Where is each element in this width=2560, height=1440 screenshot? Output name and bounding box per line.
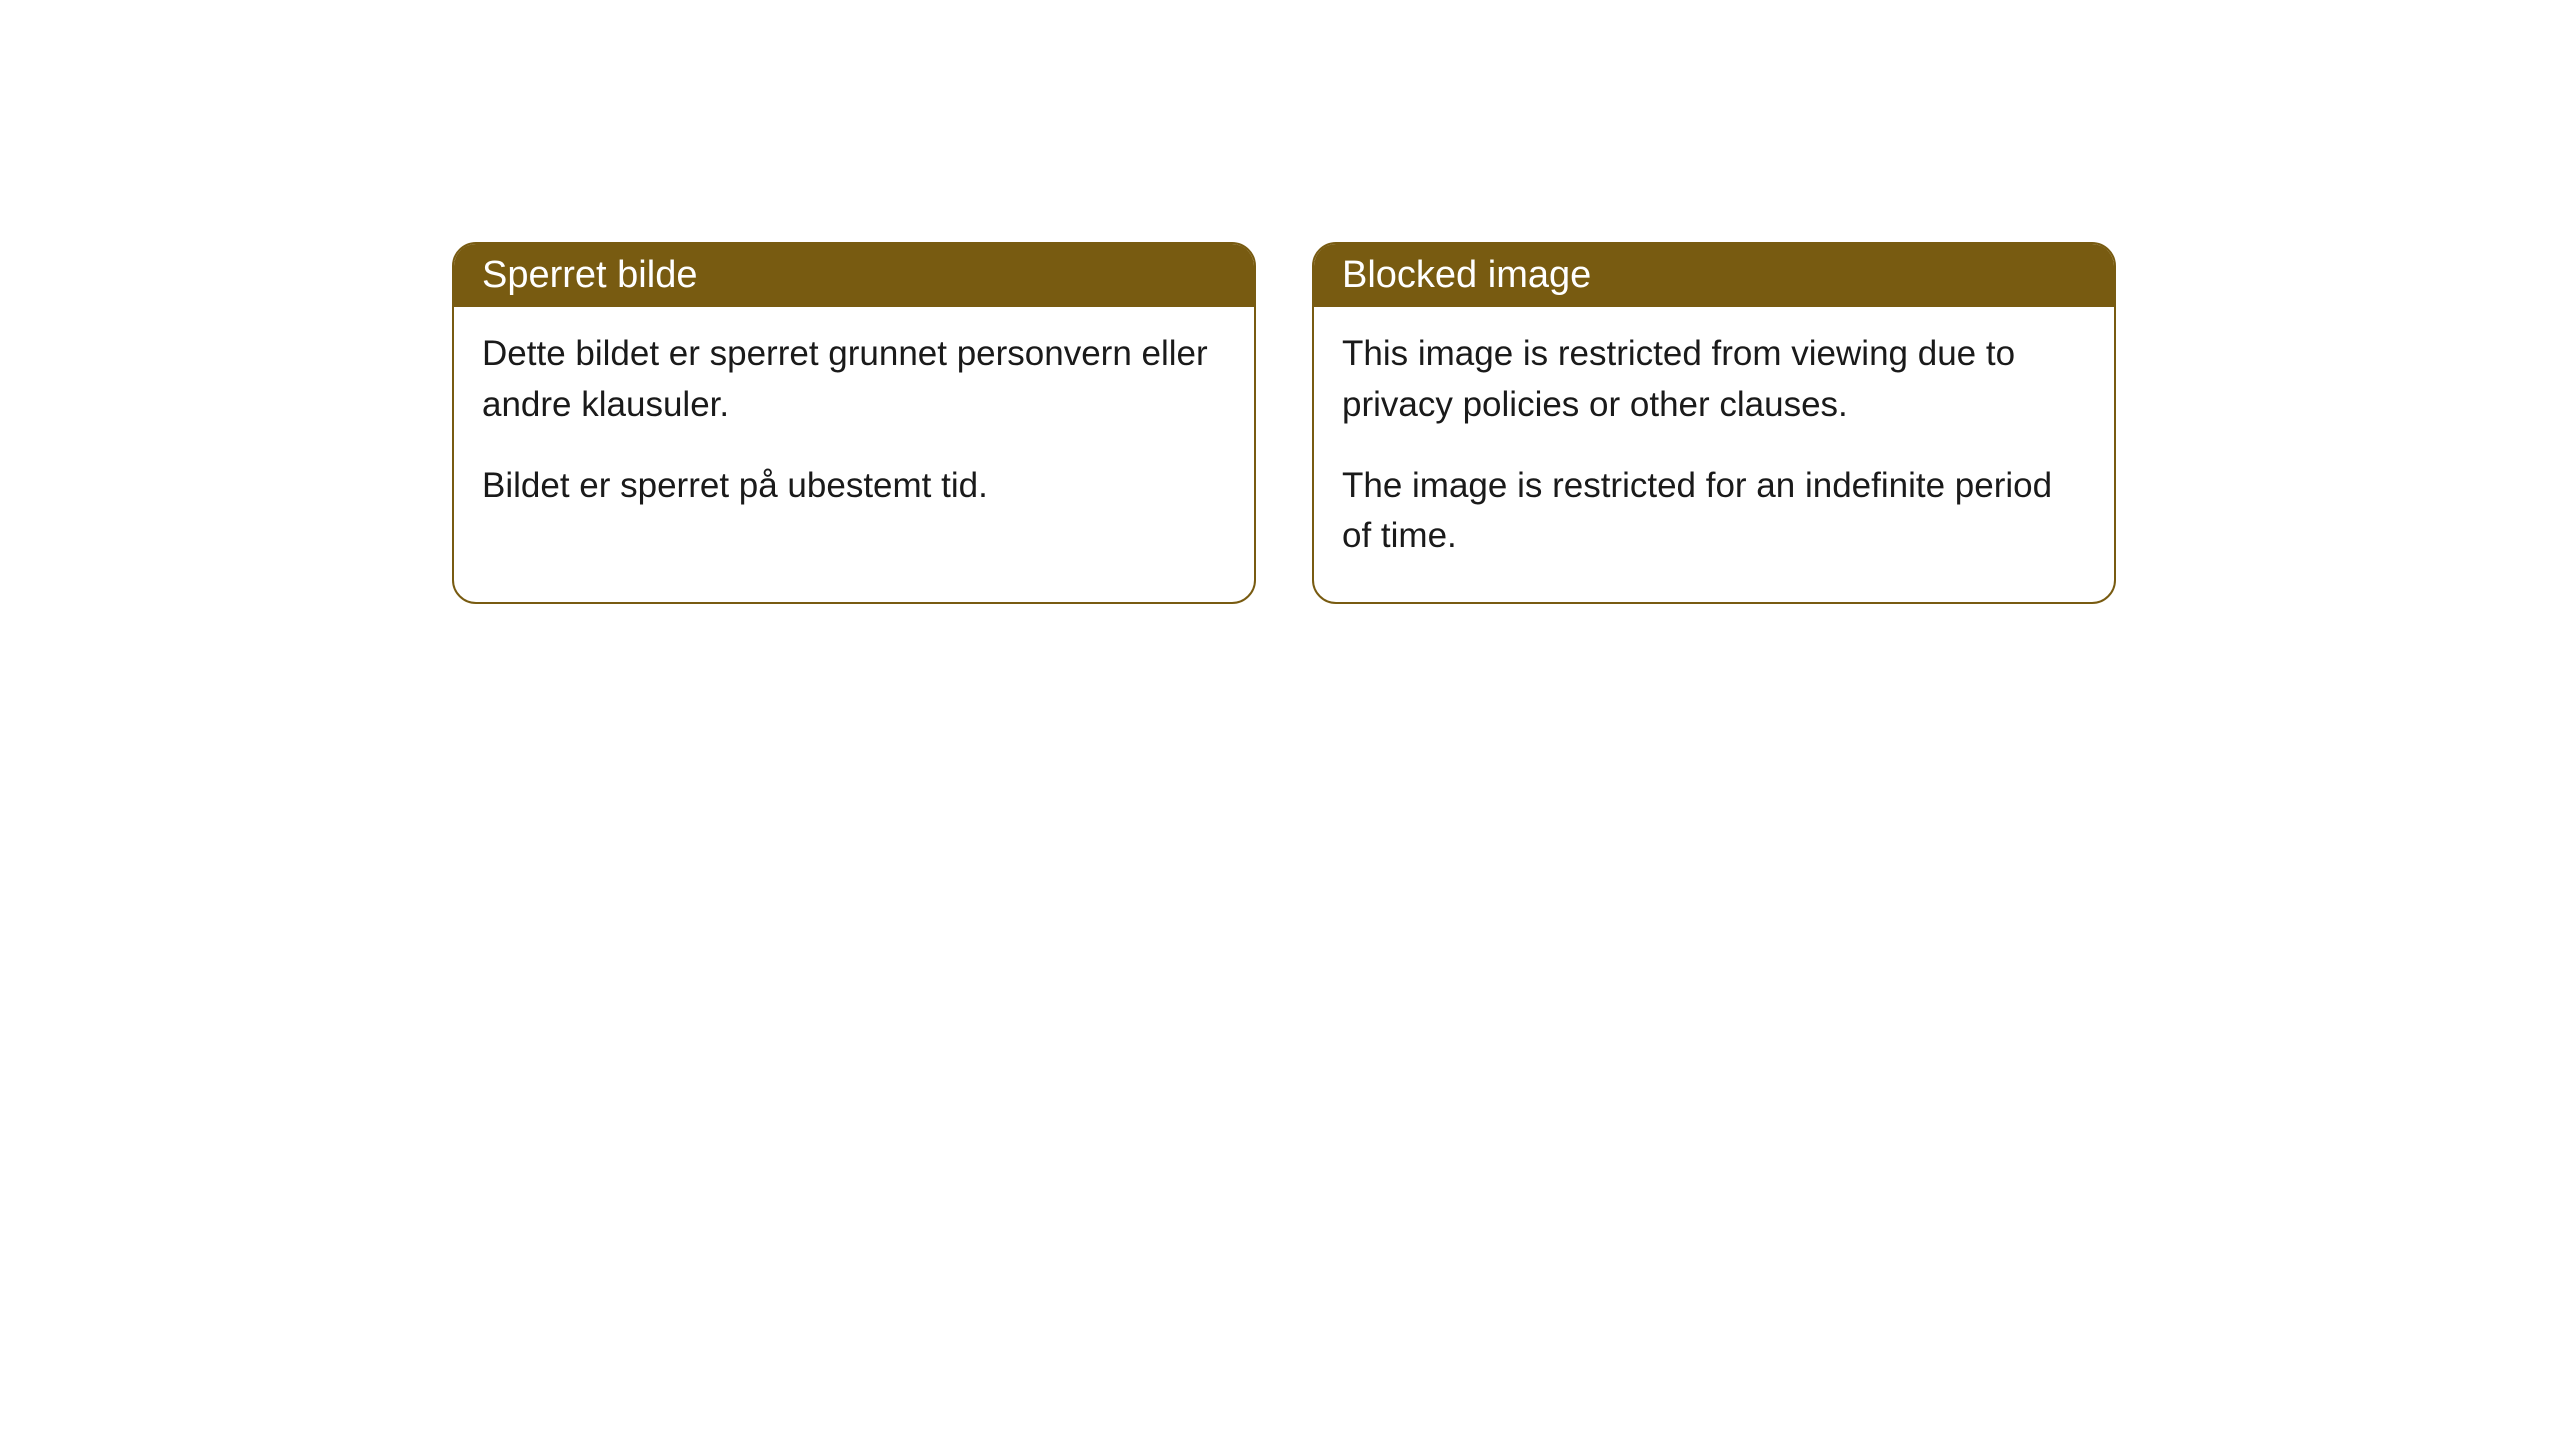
card-body-english: This image is restricted from viewing du… bbox=[1314, 307, 2114, 602]
card-paragraph-2-english: The image is restricted for an indefinit… bbox=[1342, 461, 2086, 563]
card-header-english: Blocked image bbox=[1314, 244, 2114, 307]
notice-container: Sperret bilde Dette bildet er sperret gr… bbox=[0, 0, 2560, 604]
card-paragraph-2-norwegian: Bildet er sperret på ubestemt tid. bbox=[482, 461, 1226, 512]
card-paragraph-1-norwegian: Dette bildet er sperret grunnet personve… bbox=[482, 329, 1226, 431]
card-paragraph-1-english: This image is restricted from viewing du… bbox=[1342, 329, 2086, 431]
notice-card-norwegian: Sperret bilde Dette bildet er sperret gr… bbox=[452, 242, 1256, 604]
card-title-english: Blocked image bbox=[1342, 254, 1591, 296]
card-header-norwegian: Sperret bilde bbox=[454, 244, 1254, 307]
card-body-norwegian: Dette bildet er sperret grunnet personve… bbox=[454, 307, 1254, 551]
notice-card-english: Blocked image This image is restricted f… bbox=[1312, 242, 2116, 604]
card-title-norwegian: Sperret bilde bbox=[482, 254, 697, 296]
